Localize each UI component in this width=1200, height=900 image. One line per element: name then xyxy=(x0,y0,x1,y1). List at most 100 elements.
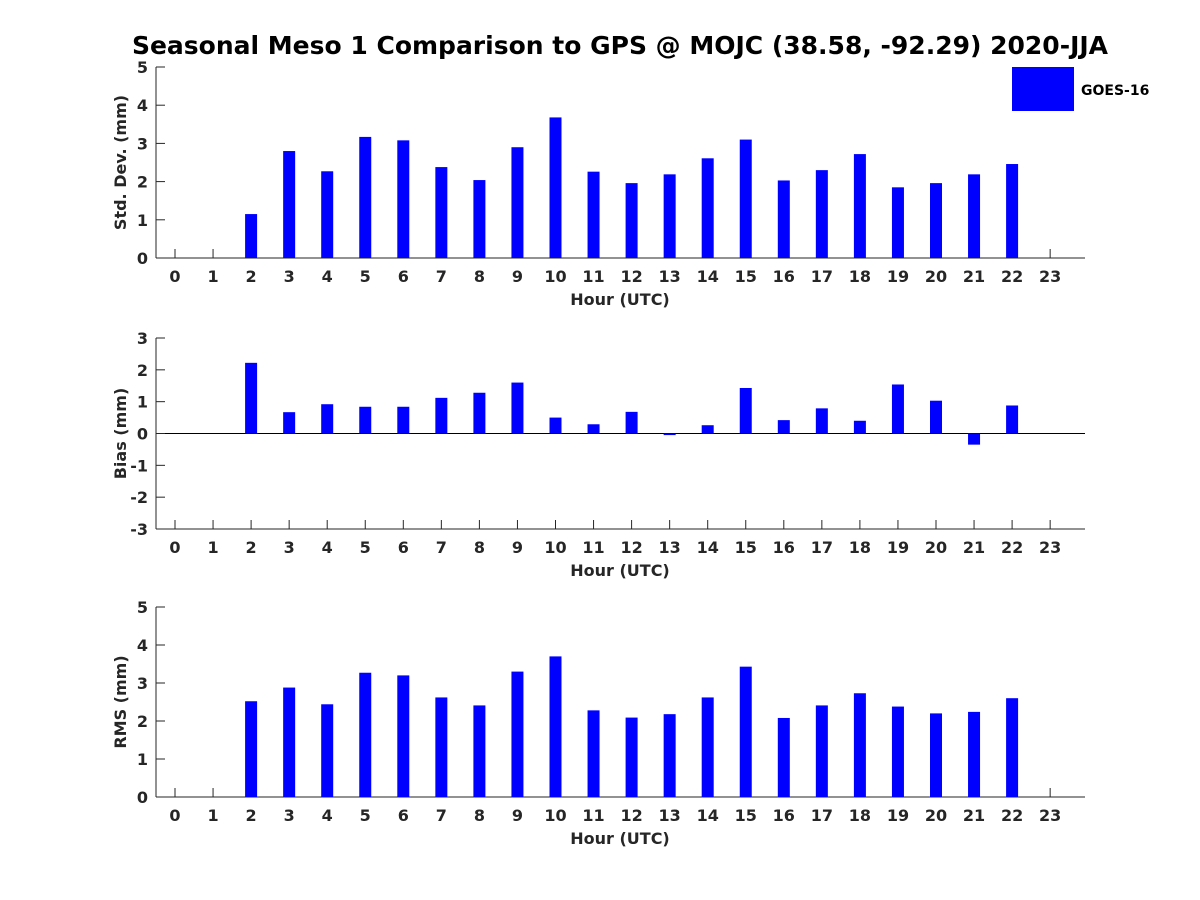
y-tick-label: 3 xyxy=(137,329,148,348)
x-tick-label: 16 xyxy=(773,538,795,557)
x-tick-label: 18 xyxy=(849,267,871,286)
y-tick-label: -2 xyxy=(130,488,148,507)
bar-hour-8 xyxy=(473,180,486,258)
x-tick-label: 14 xyxy=(697,538,719,557)
bar-hour-11 xyxy=(587,424,600,434)
y-tick-label: 2 xyxy=(137,173,148,192)
x-tick-label: 13 xyxy=(659,267,681,286)
x-tick-label: 5 xyxy=(360,806,371,825)
x-tick-label: 13 xyxy=(659,538,681,557)
x-axis-label: Hour (UTC) xyxy=(570,829,670,848)
x-tick-label: 7 xyxy=(436,806,447,825)
bar-hour-12 xyxy=(625,183,638,258)
x-tick-label: 11 xyxy=(582,538,604,557)
bar-hour-16 xyxy=(777,717,790,797)
x-tick-label: 2 xyxy=(246,806,257,825)
bar-hour-17 xyxy=(815,170,828,258)
bar-hour-18 xyxy=(853,693,866,797)
x-tick-label: 19 xyxy=(887,806,909,825)
bar-hour-6 xyxy=(397,406,410,434)
bar-hour-17 xyxy=(815,408,828,434)
x-tick-label: 0 xyxy=(169,538,180,557)
bar-hour-4 xyxy=(321,404,334,434)
bar-hour-15 xyxy=(739,666,752,797)
x-tick-label: 23 xyxy=(1039,538,1061,557)
bar-hour-19 xyxy=(891,187,904,258)
x-tick-label: 1 xyxy=(207,267,218,286)
bar-hour-20 xyxy=(930,400,942,434)
y-axis-label: Std. Dev. (mm) xyxy=(111,95,130,230)
bar-hour-14 xyxy=(701,158,714,258)
bar-hour-13 xyxy=(663,174,676,258)
x-tick-label: 20 xyxy=(925,538,947,557)
x-tick-label: 7 xyxy=(436,538,447,557)
x-tick-label: 17 xyxy=(811,267,833,286)
bar-hour-14 xyxy=(701,697,714,797)
bar-hour-13 xyxy=(663,714,676,797)
x-tick-label: 20 xyxy=(925,806,947,825)
x-tick-label: 15 xyxy=(735,267,757,286)
legend-swatch xyxy=(1012,67,1074,111)
y-tick-label: -3 xyxy=(130,520,148,539)
x-tick-label: 8 xyxy=(474,806,485,825)
bar-hour-12 xyxy=(625,411,638,434)
x-tick-label: 14 xyxy=(697,806,719,825)
x-tick-label: 5 xyxy=(360,538,371,557)
x-tick-label: 15 xyxy=(735,806,757,825)
bar-hour-20 xyxy=(930,183,942,258)
x-tick-label: 11 xyxy=(582,806,604,825)
bar-hour-21 xyxy=(968,174,981,258)
bar-hour-19 xyxy=(891,384,904,434)
bar-hour-5 xyxy=(359,136,372,258)
bar-hour-11 xyxy=(587,710,600,797)
x-tick-label: 23 xyxy=(1039,806,1061,825)
bar-hour-4 xyxy=(321,171,334,258)
bar-hour-21 xyxy=(968,433,981,445)
x-axis-label: Hour (UTC) xyxy=(570,290,670,309)
x-tick-label: 2 xyxy=(246,538,257,557)
x-tick-label: 9 xyxy=(512,806,523,825)
legend-label: GOES-16 xyxy=(1081,83,1149,99)
x-tick-label: 7 xyxy=(436,267,447,286)
bar-hour-9 xyxy=(511,147,524,258)
y-tick-label: 4 xyxy=(137,636,148,655)
y-tick-label: 3 xyxy=(137,674,148,693)
x-tick-label: 12 xyxy=(620,538,642,557)
y-tick-label: 0 xyxy=(137,425,148,444)
x-tick-label: 17 xyxy=(811,806,833,825)
y-tick-label: 4 xyxy=(137,96,148,115)
x-tick-label: 13 xyxy=(659,806,681,825)
bar-hour-14 xyxy=(701,425,714,434)
x-tick-label: 5 xyxy=(360,267,371,286)
x-tick-label: 21 xyxy=(963,267,985,286)
x-tick-label: 22 xyxy=(1001,267,1023,286)
bar-hour-12 xyxy=(625,717,638,797)
bar-hour-21 xyxy=(968,711,981,797)
y-axis-label: Bias (mm) xyxy=(111,388,130,480)
x-tick-label: 21 xyxy=(963,538,985,557)
x-tick-label: 10 xyxy=(544,538,566,557)
x-tick-label: 9 xyxy=(512,538,523,557)
bar-hour-8 xyxy=(473,705,486,797)
x-tick-label: 10 xyxy=(544,267,566,286)
bar-hour-22 xyxy=(1006,164,1019,258)
y-tick-label: 2 xyxy=(137,361,148,380)
x-tick-label: 3 xyxy=(284,806,295,825)
x-tick-label: 9 xyxy=(512,267,523,286)
bar-hour-3 xyxy=(283,151,296,258)
x-tick-label: 14 xyxy=(697,267,719,286)
x-tick-label: 11 xyxy=(582,267,604,286)
x-tick-label: 12 xyxy=(620,267,642,286)
x-tick-label: 3 xyxy=(284,538,295,557)
bar-hour-7 xyxy=(435,697,448,797)
bar-hour-16 xyxy=(777,180,790,258)
x-tick-label: 0 xyxy=(169,267,180,286)
y-axis-label: RMS (mm) xyxy=(111,655,130,748)
x-tick-label: 4 xyxy=(322,267,333,286)
bar-hour-3 xyxy=(283,687,296,797)
bar-hour-18 xyxy=(853,420,866,434)
